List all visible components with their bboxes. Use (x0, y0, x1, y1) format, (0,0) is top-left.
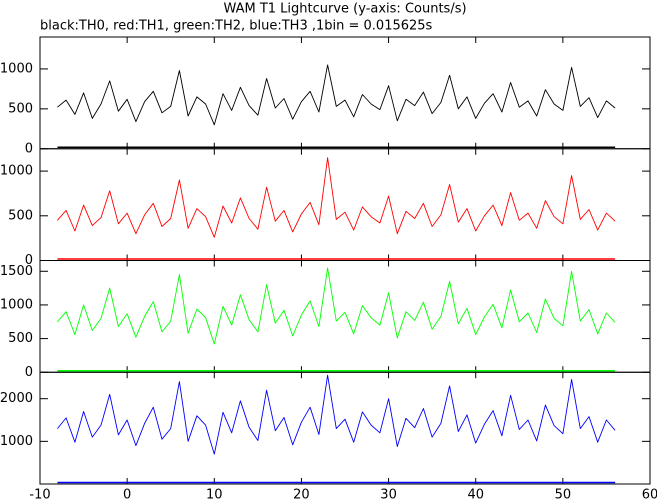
y-tick-label: 500 (8, 208, 33, 223)
x-tick-label: 40 (467, 488, 484, 503)
x-tick-label: 30 (380, 488, 397, 503)
panel-frame (39, 371, 651, 485)
series-line (57, 157, 616, 238)
panel-frame (39, 148, 651, 261)
y-tick-label: 0 (25, 365, 33, 380)
x-tick-label: 0 (123, 488, 131, 503)
y-tick-label: 1000 (0, 164, 33, 179)
panel-frame (39, 260, 651, 373)
x-tick-label: 20 (293, 488, 310, 503)
x-tick-label: 60 (642, 488, 657, 503)
y-tick-label: 1000 (0, 61, 33, 76)
panel-frame (39, 36, 651, 150)
y-tick-label: 0 (25, 253, 33, 268)
y-tick-label: 1000 (0, 434, 33, 449)
y-tick-label: 500 (8, 101, 33, 116)
series-line (57, 64, 616, 126)
chart-subtitle: black:TH0, red:TH1, green:TH2, blue:TH3 … (40, 19, 433, 34)
y-tick-label: 1500 (0, 264, 33, 279)
y-tick-label: 1000 (0, 297, 33, 312)
series-line (57, 267, 616, 345)
x-tick-label: 10 (206, 488, 223, 503)
y-tick-label: 2000 (0, 391, 33, 406)
series-line (57, 374, 616, 455)
y-tick-label: 500 (8, 331, 33, 346)
x-tick-label: -10 (29, 488, 50, 503)
chart-title: WAM T1 Lightcurve (y-axis: Counts/s) (223, 2, 466, 17)
x-tick-label: 50 (555, 488, 572, 503)
y-tick-label: 0 (25, 141, 33, 156)
